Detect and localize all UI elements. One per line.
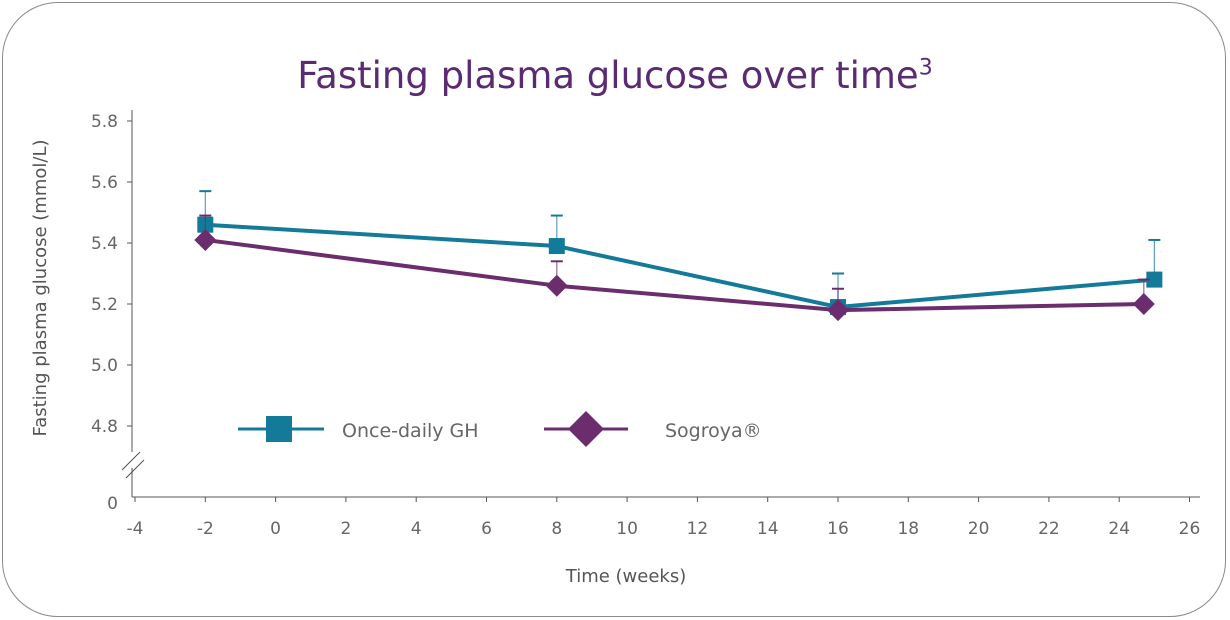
legend-marker-square (266, 416, 292, 442)
data-point-diamond (1132, 293, 1155, 315)
x-tick-label: 6 (481, 519, 492, 539)
chart-title-text: Fasting plasma glucose over time (297, 54, 919, 97)
data-point-square (548, 238, 565, 255)
chart-title: Fasting plasma glucose over time3 (0, 54, 1230, 97)
x-tick-label: 22 (1038, 519, 1060, 539)
chart-title-footnote: 3 (918, 55, 933, 81)
x-axis-title: Time (weeks) (565, 566, 687, 587)
y-axis-break-mark-2 (125, 459, 145, 479)
x-tick-label: 16 (827, 519, 849, 539)
y-tick-label: 0 (107, 494, 118, 514)
x-tick-label: 2 (340, 519, 351, 539)
x-tick-label: 20 (968, 519, 990, 539)
x-tick-label: -2 (197, 519, 214, 539)
series-layer (194, 190, 1163, 322)
data-point-diamond (827, 299, 849, 322)
x-tick-label: 0 (270, 519, 281, 539)
y-axis-title: Fasting plasma glucose (mmol/L) (30, 140, 51, 437)
y-tick-label: 5.4 (91, 234, 118, 254)
x-tick-label: 4 (411, 519, 422, 539)
x-tick-label: 18 (897, 519, 919, 539)
y-tick-label: 4.8 (91, 417, 118, 437)
x-tick-label: 10 (616, 519, 638, 539)
axes: 04.85.05.25.45.65.8-4 -2 0 2 4 6 8 10 12 14 16 18 20… (91, 110, 1200, 539)
series-line (205, 237, 1144, 313)
x-tick-label: 12 (687, 519, 709, 539)
y-tick-label: 5.6 (91, 173, 118, 193)
y-tick-label: 5.2 (91, 295, 118, 315)
y-tick-label: 5.0 (91, 356, 118, 376)
legend-marker-diamond (568, 411, 604, 447)
data-point-diamond (194, 228, 217, 251)
series-1 (194, 214, 1155, 322)
y-tick-label: 5.8 (91, 112, 118, 132)
x-tick-label: -4 (127, 519, 144, 539)
x-tick-label: 14 (757, 519, 779, 539)
x-tick-label: 26 (1179, 519, 1201, 539)
x-tick-label: 8 (551, 519, 562, 539)
legend-label-once-daily: Once-daily GH (342, 420, 479, 442)
legend-label-sogroya: Sogroya® (665, 420, 762, 442)
legend: Once-daily GH Sogroya® (238, 411, 762, 447)
series-line (205, 222, 1155, 310)
y-axis-break-mark-1 (121, 451, 141, 471)
data-point-square (1146, 271, 1163, 288)
data-point-diamond (545, 274, 568, 297)
x-tick-label: 24 (1108, 519, 1130, 539)
